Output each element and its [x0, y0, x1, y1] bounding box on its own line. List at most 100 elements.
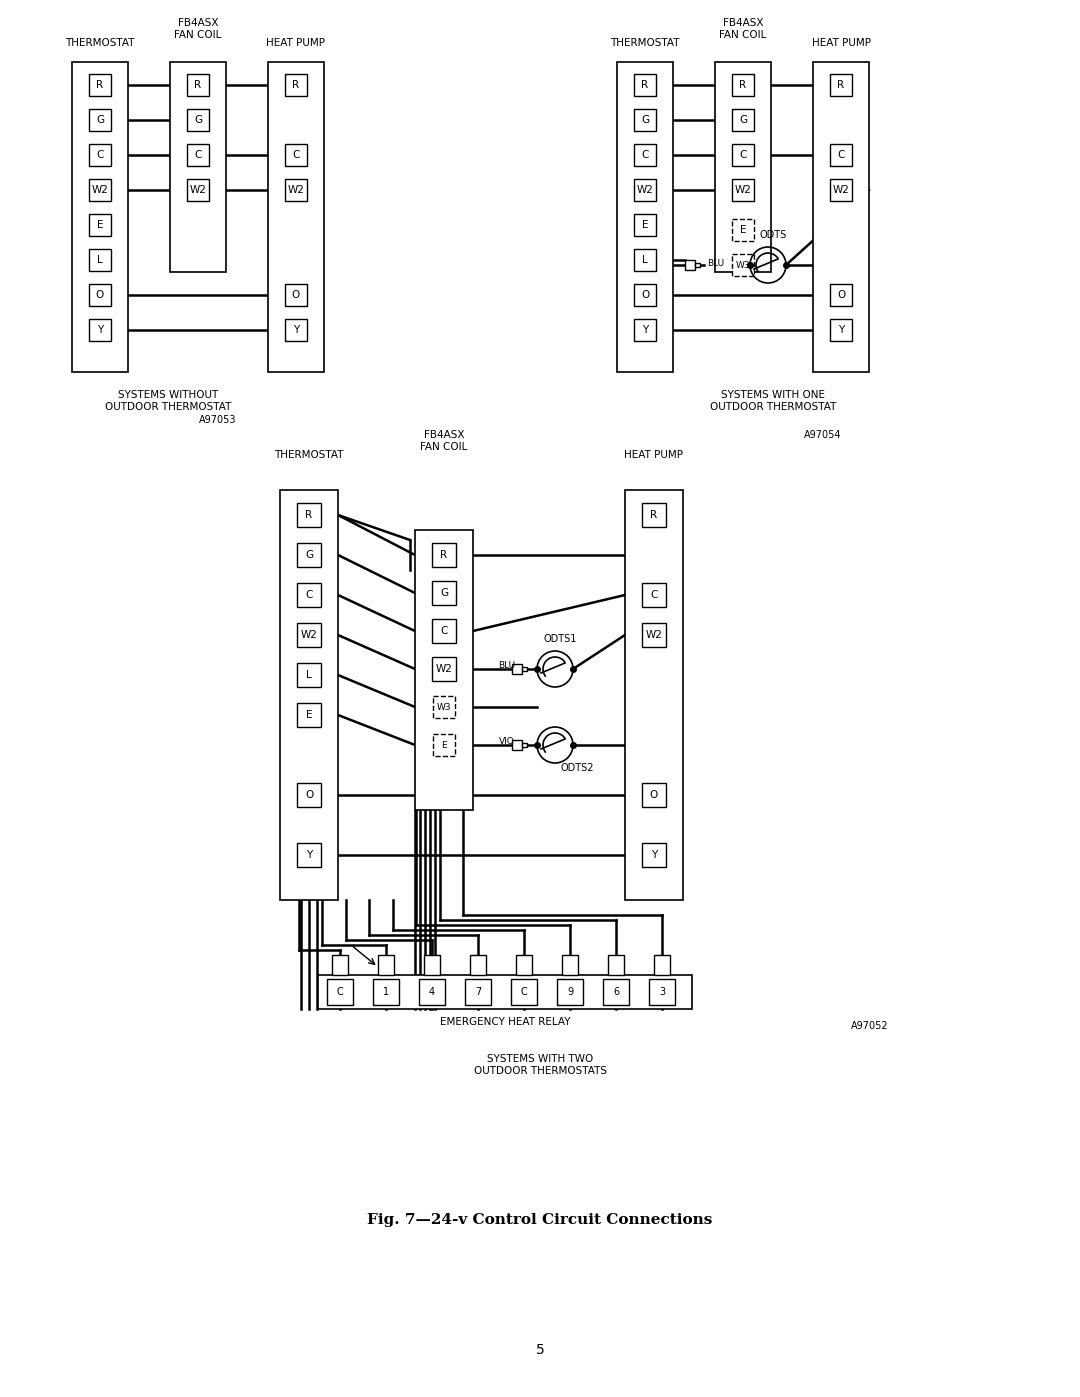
Text: SYSTEMS WITHOUT
OUTDOOR THERMOSTAT: SYSTEMS WITHOUT OUTDOOR THERMOSTAT	[105, 390, 231, 412]
Bar	[685, 260, 696, 270]
Bar	[373, 979, 399, 1004]
Text: VIO: VIO	[499, 738, 515, 746]
Bar	[625, 490, 683, 900]
Text: G: G	[194, 115, 202, 124]
Bar	[297, 842, 321, 868]
Bar	[187, 109, 210, 131]
Bar	[562, 956, 578, 975]
Bar	[603, 979, 629, 1004]
Text: Y: Y	[97, 326, 103, 335]
Text: A97053: A97053	[199, 415, 237, 425]
Text: Y: Y	[651, 849, 657, 861]
Bar	[89, 214, 111, 236]
Text: HEAT PUMP: HEAT PUMP	[624, 450, 684, 460]
Text: C: C	[837, 149, 845, 161]
Text: W2: W2	[287, 184, 305, 196]
Bar	[831, 144, 852, 166]
Bar	[512, 664, 522, 673]
Bar	[327, 979, 353, 1004]
Bar	[732, 74, 754, 96]
Bar	[424, 956, 440, 975]
Bar	[187, 179, 210, 201]
Text: C: C	[337, 988, 343, 997]
Text: W2: W2	[833, 184, 850, 196]
Text: 3: 3	[659, 988, 665, 997]
Text: ODTS: ODTS	[759, 231, 786, 240]
Text: E: E	[97, 219, 104, 231]
Bar	[642, 583, 666, 608]
Bar	[187, 74, 210, 96]
Text: THERMOSTAT: THERMOSTAT	[610, 38, 679, 47]
Bar	[732, 179, 754, 201]
Bar	[285, 319, 307, 341]
Text: R: R	[740, 80, 746, 89]
Bar	[511, 979, 537, 1004]
Text: A97054: A97054	[805, 430, 841, 440]
Text: ODTS1: ODTS1	[543, 634, 577, 644]
Bar	[280, 490, 338, 900]
Bar	[634, 284, 656, 306]
Text: C: C	[96, 149, 104, 161]
Bar	[318, 975, 692, 1009]
Bar	[634, 74, 656, 96]
Bar	[831, 284, 852, 306]
Bar	[634, 179, 656, 201]
Text: O: O	[650, 789, 658, 800]
Text: O: O	[292, 291, 300, 300]
Text: 1: 1	[383, 988, 389, 997]
Text: FB4ASX
FAN COIL: FB4ASX FAN COIL	[719, 18, 767, 41]
Text: C: C	[642, 149, 649, 161]
Text: R: R	[650, 510, 658, 520]
Bar	[432, 581, 456, 605]
Bar	[285, 144, 307, 166]
Bar	[617, 61, 673, 372]
Bar	[72, 61, 129, 372]
Text: R: R	[642, 80, 649, 89]
Bar	[831, 179, 852, 201]
Text: THERMOSTAT: THERMOSTAT	[65, 38, 135, 47]
Bar	[297, 782, 321, 807]
Bar	[634, 109, 656, 131]
Text: L: L	[306, 671, 312, 680]
Bar	[297, 503, 321, 527]
Text: SYSTEMS WITH TWO
OUTDOOR THERMOSTATS: SYSTEMS WITH TWO OUTDOOR THERMOSTATS	[473, 1053, 607, 1077]
Text: Y: Y	[293, 326, 299, 335]
Text: G: G	[96, 115, 104, 124]
Bar	[285, 284, 307, 306]
Bar	[419, 979, 445, 1004]
Bar	[557, 979, 583, 1004]
Bar	[89, 249, 111, 271]
Text: HEAT PUMP: HEAT PUMP	[267, 38, 325, 47]
Bar	[297, 664, 321, 687]
Text: C: C	[293, 149, 299, 161]
Bar	[89, 179, 111, 201]
Bar	[634, 319, 656, 341]
Bar	[89, 144, 111, 166]
Text: Fig. 7—24-v Control Circuit Connections: Fig. 7—24-v Control Circuit Connections	[367, 1213, 713, 1227]
Text: 9: 9	[567, 988, 573, 997]
Text: C: C	[740, 149, 746, 161]
Bar	[634, 214, 656, 236]
Text: FB4ASX
FAN COIL: FB4ASX FAN COIL	[420, 430, 468, 453]
Bar	[715, 61, 771, 272]
Bar	[642, 842, 666, 868]
Bar	[634, 144, 656, 166]
Text: G: G	[305, 550, 313, 560]
Bar	[432, 619, 456, 643]
Text: Y: Y	[838, 326, 845, 335]
Bar	[432, 543, 456, 567]
Bar	[297, 703, 321, 726]
Text: G: G	[739, 115, 747, 124]
Text: W2: W2	[636, 184, 653, 196]
Text: G: G	[640, 115, 649, 124]
Bar	[642, 503, 666, 527]
Text: G: G	[440, 588, 448, 598]
Bar	[170, 61, 226, 272]
Text: THERMOSTAT: THERMOSTAT	[274, 450, 343, 460]
Text: C: C	[194, 149, 202, 161]
Text: ODTS2: ODTS2	[561, 763, 594, 773]
Text: L: L	[643, 256, 648, 265]
Text: Y: Y	[642, 326, 648, 335]
Bar	[89, 109, 111, 131]
Bar	[732, 219, 754, 242]
